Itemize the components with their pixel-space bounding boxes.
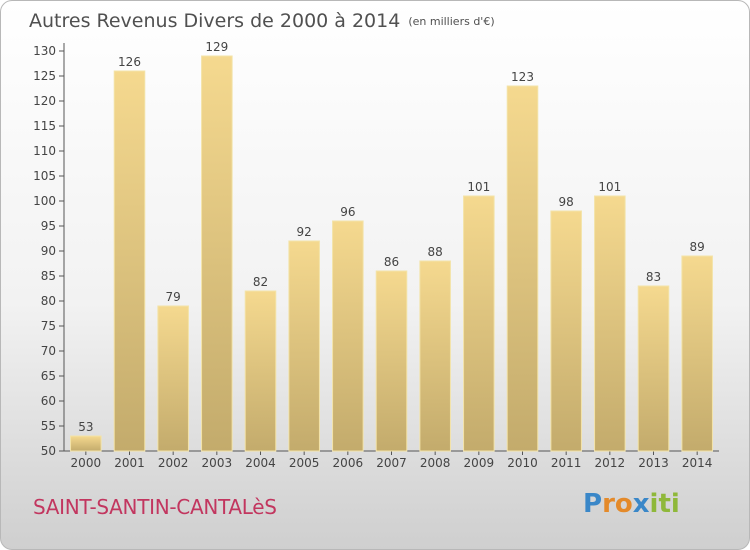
y-tick-label: 85 — [41, 269, 56, 283]
x-tick-label: 2005 — [289, 456, 320, 470]
bar — [244, 290, 277, 452]
value-label: 82 — [253, 275, 268, 289]
bar — [201, 55, 233, 452]
y-tick-label: 50 — [41, 444, 56, 458]
y-tick-label: 60 — [41, 394, 56, 408]
x-tick-label: 2013 — [638, 456, 669, 470]
x-tick-label: 2004 — [245, 456, 276, 470]
y-tick-label: 80 — [41, 294, 56, 308]
logo-letter: i — [670, 489, 680, 519]
y-tick-label: 115 — [33, 119, 56, 133]
x-tick-label: 2008 — [420, 456, 451, 470]
logo-letter: x — [632, 489, 650, 519]
y-tick-label: 90 — [41, 244, 56, 258]
x-tick-label: 2014 — [682, 456, 713, 470]
x-tick-label: 2010 — [507, 456, 538, 470]
y-tick-label: 75 — [41, 319, 56, 333]
logo-letter: o — [614, 489, 633, 519]
x-tick-label: 2000 — [71, 456, 102, 470]
y-tick-label: 105 — [33, 169, 56, 183]
y-tick-label: 55 — [41, 419, 56, 433]
value-label: 129 — [205, 40, 228, 54]
chart-unit: (en milliers d'€) — [408, 15, 495, 28]
value-label: 92 — [297, 225, 312, 239]
bar — [288, 240, 320, 452]
title-row: Autres Revenus Divers de 2000 à 2014 (en … — [29, 10, 495, 32]
bar — [70, 435, 102, 452]
value-label: 101 — [467, 180, 490, 194]
logo-letter: i — [649, 489, 659, 519]
x-tick-label: 2011 — [551, 456, 582, 470]
bar — [637, 285, 670, 452]
value-label: 88 — [428, 245, 443, 259]
logo-letter: P — [583, 489, 603, 519]
y-tick-label: 70 — [41, 344, 56, 358]
y-tick-label: 125 — [33, 69, 56, 83]
x-tick-label: 2003 — [202, 456, 233, 470]
bar — [113, 70, 146, 452]
x-tick-label: 2001 — [114, 456, 145, 470]
y-tick-label: 100 — [33, 194, 56, 208]
bar — [157, 305, 189, 452]
bar — [594, 195, 626, 452]
y-tick-label: 110 — [33, 144, 56, 158]
x-tick-label: 2002 — [158, 456, 189, 470]
proxiti-logo: Proxiti — [583, 489, 680, 519]
x-tick-label: 2007 — [376, 456, 407, 470]
value-label: 86 — [384, 255, 399, 269]
value-label: 89 — [690, 240, 705, 254]
bar — [463, 195, 495, 452]
y-tick-label: 130 — [33, 44, 56, 58]
bar — [681, 255, 713, 452]
bar — [506, 85, 539, 452]
logo-letter: r — [602, 489, 615, 519]
bar — [375, 270, 408, 452]
y-tick-label: 95 — [41, 219, 56, 233]
chart-title: Autres Revenus Divers de 2000 à 2014 — [29, 10, 401, 32]
x-tick-label: 2009 — [464, 456, 495, 470]
value-label: 79 — [166, 290, 181, 304]
value-label: 96 — [340, 205, 355, 219]
bar — [419, 260, 451, 452]
bar — [332, 220, 364, 452]
value-label: 53 — [78, 420, 93, 434]
bar — [550, 210, 582, 452]
y-tick-label: 65 — [41, 369, 56, 383]
value-label: 123 — [511, 70, 534, 84]
y-tick-label: 120 — [33, 94, 56, 108]
value-label: 98 — [559, 195, 574, 209]
value-label: 101 — [598, 180, 621, 194]
x-tick-label: 2006 — [333, 456, 364, 470]
value-label: 83 — [646, 270, 661, 284]
value-label: 126 — [118, 55, 141, 69]
x-tick-label: 2012 — [595, 456, 626, 470]
bars — [70, 55, 713, 452]
logo-letter: t — [658, 489, 671, 519]
labels: 53 2000 126 2001 79 2002 129 2003 82 2004 92 2005 96… — [71, 40, 713, 470]
commune-name: SAINT-SANTIN-CANTALèS — [33, 495, 277, 519]
